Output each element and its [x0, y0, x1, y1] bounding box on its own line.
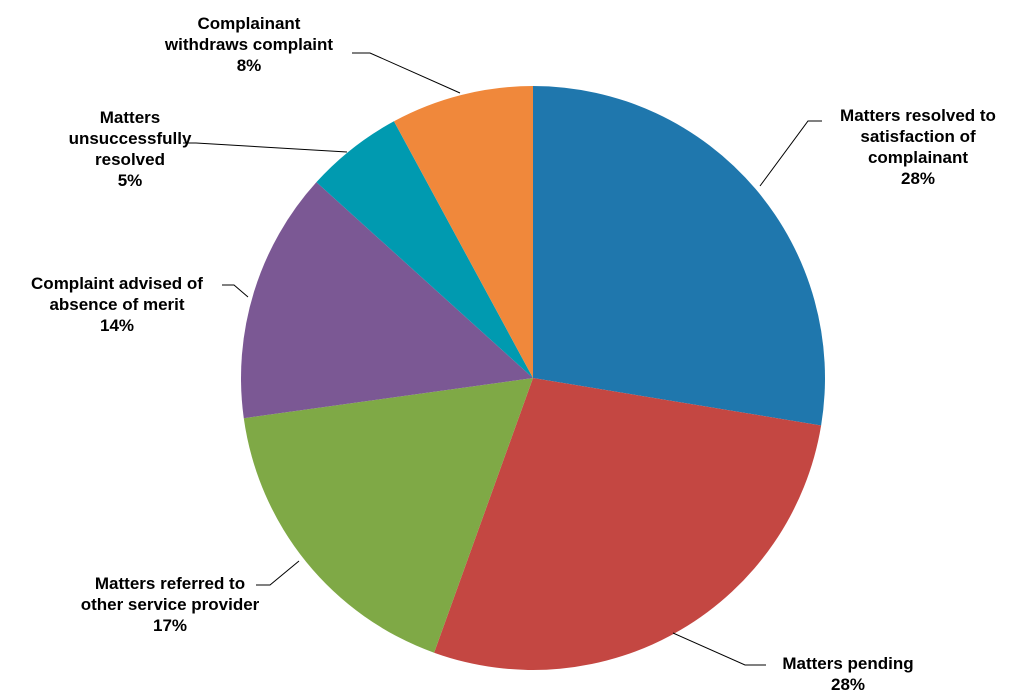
slice-label-line: other service provider [81, 595, 260, 614]
slice-label-line: Complaint advised of [31, 274, 203, 293]
leader-line [759, 120, 822, 187]
leader-line [672, 632, 766, 666]
slice-label-line: Complainant [198, 14, 301, 33]
slice-label-line: absence of merit [49, 295, 184, 314]
slice-label-line: Matters [100, 108, 160, 127]
slice-label: Matters pending 28% [782, 654, 913, 693]
leader-line [352, 52, 461, 94]
pie-slice [533, 86, 825, 426]
slice-labels: Matters resolved to satisfaction of compla… [31, 14, 996, 693]
pie-slice [393, 86, 533, 378]
slice-label: Matters referred to other service provide… [81, 574, 260, 635]
pie-slice [241, 182, 533, 419]
slice-percent: 14% [100, 316, 134, 335]
slice-label-line: satisfaction of [860, 127, 976, 146]
slice-label-line: Matters pending [782, 654, 913, 673]
slice-label-line: Matters referred to [95, 574, 245, 593]
slice-label-line: unsuccessfully [69, 129, 192, 148]
slice-label: Complainant withdraws complaint 8% [164, 14, 333, 75]
slice-label-line: withdraws complaint [164, 35, 333, 54]
pie-slice [243, 378, 534, 653]
slice-percent: 5% [118, 171, 143, 190]
slice-label: Matters resolved to satisfaction of compla… [840, 106, 996, 188]
leader-line [222, 284, 249, 298]
slice-label: Matters unsuccessfully resolved 5% [69, 108, 192, 190]
pie-slice [316, 121, 533, 379]
pie-slice [434, 378, 822, 671]
slice-label: Complaint advised of absence of merit 14% [31, 274, 203, 335]
leader-lines [183, 52, 822, 666]
slice-percent: 28% [901, 169, 935, 188]
pie-slices [241, 86, 825, 671]
slice-label-line: complainant [868, 148, 968, 167]
slice-percent: 17% [153, 616, 187, 635]
slice-label-line: Matters resolved to [840, 106, 996, 125]
leader-line [256, 560, 300, 586]
slice-percent: 8% [237, 56, 262, 75]
leader-line [183, 142, 348, 153]
slice-percent: 28% [831, 675, 865, 693]
slice-label-line: resolved [95, 150, 165, 169]
